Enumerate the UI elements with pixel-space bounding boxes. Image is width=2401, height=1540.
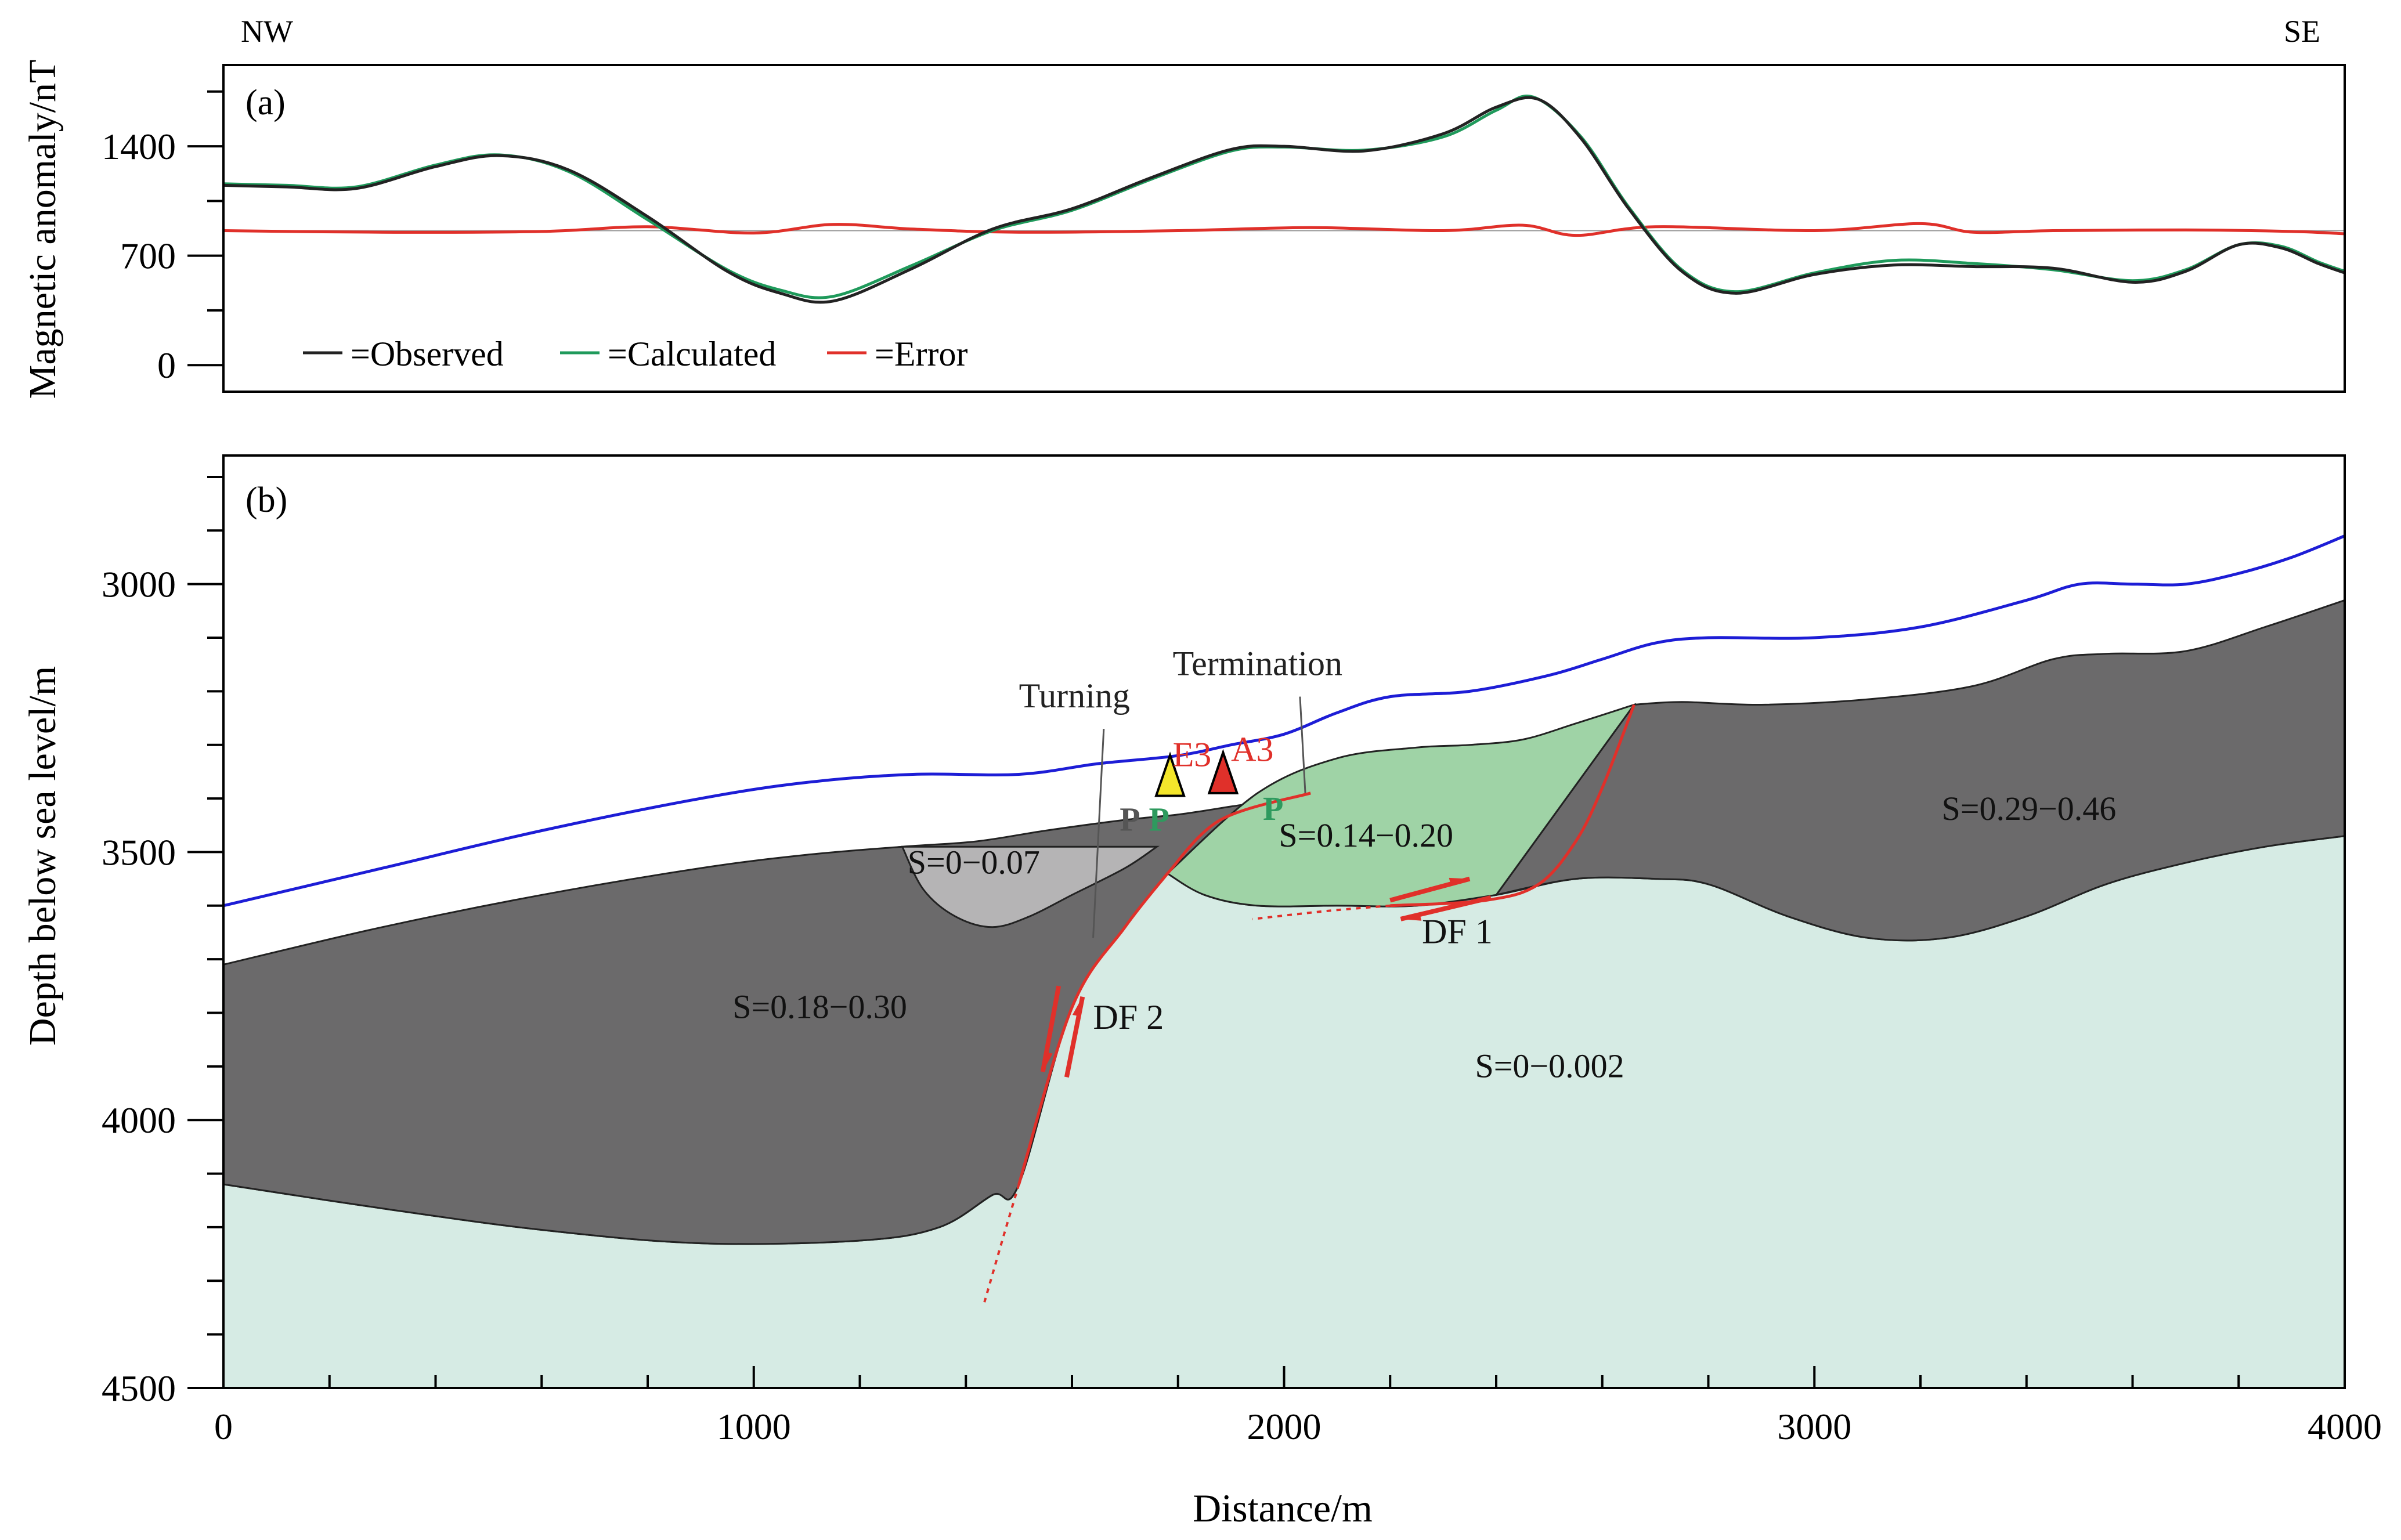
panel-b-x-axis: 0 1000 2000 3000 4000	[214, 1366, 2382, 1447]
unit-label-0: S=0−0.002	[1475, 1047, 1624, 1084]
panel-a: (a) 0 700 1400 Magnetic anomaly/nT =Observ…	[21, 60, 2346, 399]
legend-error-label: =Error	[875, 335, 967, 373]
annotation-p-5: P	[1149, 800, 1169, 838]
panel-a-lines	[223, 95, 2345, 304]
y-tick-label-b-4500: 4500	[102, 1368, 176, 1409]
panel-a-label: (a)	[245, 83, 286, 122]
panel-b-y-axis: 3000 3500 4000 4500	[102, 475, 223, 1409]
panel-a-y-axis-title: Magnetic anomaly/nT	[21, 60, 64, 399]
df2-slip-arrow-up	[1064, 996, 1085, 1078]
series-line-observed	[223, 96, 2345, 304]
direction-nw-label: NW	[241, 14, 293, 49]
unit-green-wedge	[1165, 703, 1637, 908]
series-line-error	[223, 222, 2345, 237]
y-tick-label-b-4000: 4000	[102, 1100, 176, 1141]
panel-b-wells	[1154, 749, 1239, 797]
unit-label-4: S=0.14−0.20	[1279, 816, 1453, 854]
y-tick-label-a-1: 700	[120, 236, 176, 277]
annotation-a3-3: A3	[1231, 730, 1273, 768]
annotation-termination-1: Termination	[1173, 645, 1342, 683]
df2-slip-arrow-down-head	[1042, 1052, 1053, 1072]
panel-b-leaders	[1092, 696, 1306, 938]
annotation-p-6: P	[1263, 790, 1283, 827]
x-tick-label-b-3000: 3000	[1777, 1406, 1851, 1447]
legend-calculated-label: =Calculated	[608, 335, 776, 373]
well-marker-a3	[1207, 749, 1239, 794]
annotation-p-4: P	[1120, 800, 1140, 838]
well-marker-e3	[1154, 751, 1186, 797]
df1-slip-arrow-up-head	[1449, 877, 1470, 884]
fault-label-df1: DF 1	[1422, 912, 1493, 950]
panel-a-legend: =Observed =Calculated =Error	[303, 335, 967, 373]
panel-b-units	[222, 534, 2346, 1389]
panel-a-frame	[222, 64, 2346, 393]
unit-label-2: S=0.29−0.46	[1942, 790, 2117, 827]
seafloor-line	[223, 534, 2345, 908]
legend-observed-label: =Observed	[351, 335, 504, 373]
unit-right-sediment	[1494, 599, 2346, 942]
panel-b-label: (b)	[245, 480, 287, 520]
x-tick-label-b-1000: 1000	[717, 1406, 791, 1447]
panel-a-y-axis: 0 700 1400	[102, 90, 223, 386]
panel-b-unit-labels: S=0−0.002 S=0.18−0.30 S=0.29−0.46 S=0−0.07 S…	[732, 790, 2116, 1084]
y-tick-label-a-2: 1400	[102, 126, 176, 167]
x-tick-label-b-2000: 2000	[1247, 1406, 1322, 1447]
panel-b: S=0−0.002 S=0.18−0.30 S=0.29−0.46 S=0−0.07 S…	[21, 454, 2382, 1530]
panel-b-y-axis-title: Depth below sea level/m	[21, 666, 64, 1046]
annotation-turning-0: Turning	[1019, 677, 1130, 715]
x-tick-label-b-4000: 4000	[2308, 1406, 2382, 1447]
fault-label-df2: DF 2	[1093, 998, 1164, 1036]
y-tick-label-b-3500: 3500	[102, 832, 176, 873]
df1-slip-arrow-up	[1389, 876, 1471, 903]
unit-gray-lens	[901, 845, 1160, 928]
x-tick-label-b-0: 0	[214, 1406, 233, 1447]
panel-b-x-axis-title: Distance/m	[1193, 1486, 1373, 1530]
y-tick-label-a-0: 0	[157, 345, 176, 386]
fault-df2-extension	[983, 1184, 1020, 1303]
panel-b-faults	[983, 704, 1635, 1303]
df1-slip-arrow-down-head	[1400, 914, 1422, 921]
unit-label-3: S=0−0.07	[908, 843, 1040, 881]
annotation-leader-1	[1299, 696, 1306, 793]
unit-label-1: S=0.18−0.30	[732, 988, 907, 1026]
annotation-e3-2: E3	[1173, 736, 1212, 774]
y-tick-label-b-3000: 3000	[102, 564, 176, 605]
df2-slip-arrow-up-head	[1072, 996, 1083, 1017]
fault-df2-line	[1017, 791, 1311, 1185]
fault-df1-extension	[1252, 904, 1391, 920]
annotation-leader-0	[1092, 728, 1105, 938]
direction-se-label: SE	[2284, 14, 2320, 49]
